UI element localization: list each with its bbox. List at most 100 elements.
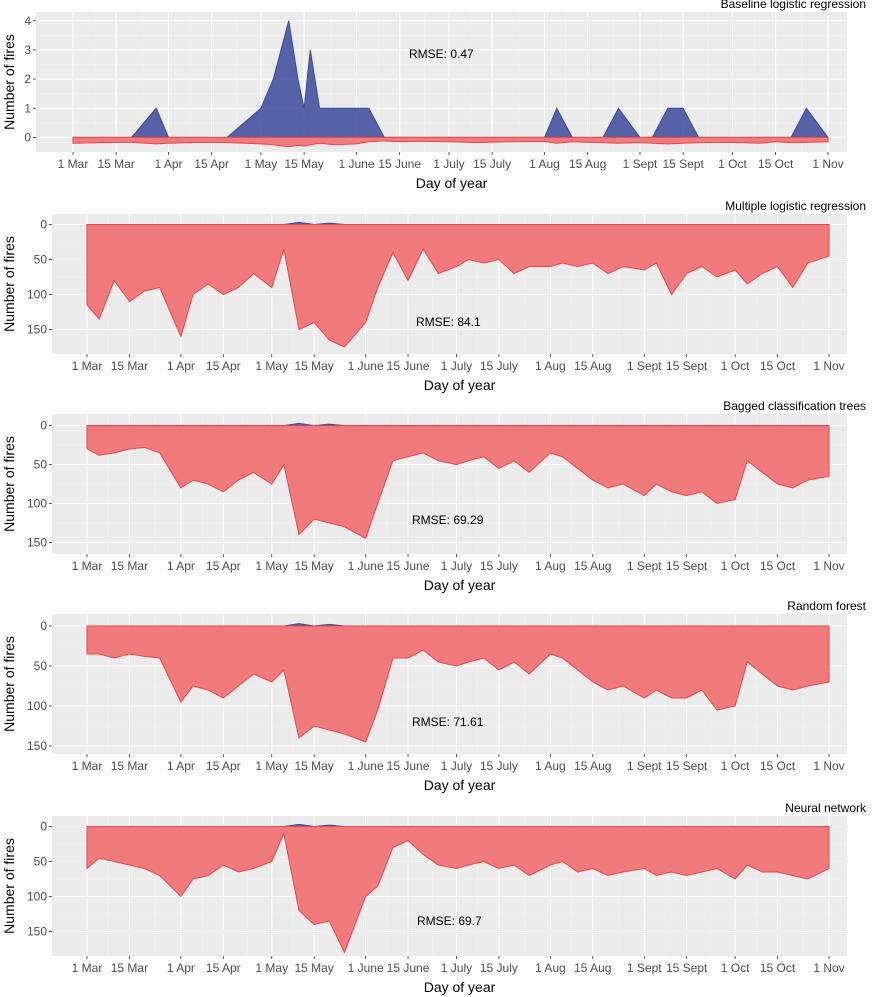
x-tick-label: 15 Oct [760, 759, 796, 773]
x-tick-label: 15 June [387, 359, 430, 373]
x-tick-label: 1 Mar [72, 559, 103, 573]
x-tick-label: 1 Sept [627, 359, 662, 373]
x-tick-label: 15 July [473, 157, 511, 171]
chart-panel: 0 50 100 150 1 Mar 15 Mar 1 Apr 15 Apr 1 May 15 M… [1, 599, 867, 793]
x-tick-label: 1 May [255, 759, 288, 773]
x-tick-label: 1 June [348, 961, 384, 975]
x-tick-label: 15 Aug [569, 157, 606, 171]
y-tick-label: 150 [27, 925, 47, 939]
x-tick-label: 15 Sept [666, 961, 708, 975]
x-tick-label: 15 June [387, 559, 430, 573]
rmse-annotation: RMSE: 84.1 [416, 315, 481, 329]
x-tick-label: 1 July [441, 759, 472, 773]
x-tick-label: 1 Apr [167, 359, 195, 373]
y-tick-label: 50 [34, 855, 48, 869]
predicted-area [86, 625, 830, 743]
x-tick-label: 1 June [348, 559, 384, 573]
x-tick-label: 15 Mar [111, 759, 148, 773]
x-tick-label: 15 Sept [662, 157, 704, 171]
rmse-annotation: RMSE: 71.61 [412, 715, 484, 729]
x-axis-title: Day of year [424, 979, 496, 995]
x-tick-label: 15 July [480, 359, 518, 373]
x-tick-label: 15 July [480, 961, 518, 975]
x-tick-label: 15 Mar [111, 559, 148, 573]
x-tick-label: 1 June [338, 157, 374, 171]
x-tick-label: 1 Aug [535, 961, 566, 975]
chart-panel: 0 1 2 3 4 1 Mar 15 Mar 1 Apr 15 Apr 1 May 15 May 1 … [1, 0, 866, 191]
x-tick-label: 15 Apr [206, 961, 241, 975]
y-axis-title: Number of fires [1, 34, 17, 130]
chart-title: Multiple logistic regression [725, 199, 866, 213]
chart-panel: 0 50 100 150 1 Mar 15 Mar 1 Apr 15 Apr 1 May 15 M… [1, 199, 866, 393]
predicted-area [86, 425, 830, 540]
x-tick-label: 1 Mar [58, 157, 89, 171]
chart-title: Random forest [787, 599, 866, 613]
chart-title: Baseline logistic regression [721, 0, 866, 11]
y-tick-label: 100 [27, 699, 47, 713]
x-tick-label: 1 July [441, 359, 472, 373]
y-tick-label: 50 [34, 253, 48, 267]
x-tick-label: 1 Nov [813, 759, 844, 773]
x-tick-label: 15 June [387, 759, 430, 773]
rmse-annotation: RMSE: 69.7 [417, 914, 482, 928]
y-axis-title: Number of fires [1, 236, 17, 332]
rmse-annotation: RMSE: 0.47 [409, 47, 474, 61]
x-tick-label: 1 Aug [535, 559, 566, 573]
x-tick-label: 15 Oct [758, 157, 794, 171]
y-tick-label: 150 [27, 535, 47, 549]
x-tick-label: 15 May [294, 961, 333, 975]
x-tick-label: 1 Mar [72, 961, 103, 975]
x-tick-label: 1 May [255, 359, 288, 373]
x-tick-label: 1 Sept [623, 157, 658, 171]
x-tick-label: 1 Apr [167, 559, 195, 573]
x-tick-label: 15 Apr [206, 359, 241, 373]
predicted-area [86, 224, 830, 348]
y-tick-label: 0 [40, 218, 47, 232]
x-tick-label: 1 Oct [721, 359, 750, 373]
x-tick-label: 15 Mar [111, 359, 148, 373]
x-tick-label: 15 July [480, 559, 518, 573]
x-tick-label: 15 Aug [574, 759, 611, 773]
x-tick-label: 1 May [255, 961, 288, 975]
x-tick-label: 1 June [348, 359, 384, 373]
x-tick-label: 15 Sept [666, 359, 708, 373]
x-axis-title: Day of year [416, 175, 488, 191]
x-tick-label: 1 Aug [535, 359, 566, 373]
x-tick-label: 1 Sept [627, 961, 662, 975]
y-tick-label: 100 [27, 890, 47, 904]
x-tick-label: 15 Mar [97, 157, 134, 171]
x-tick-label: 1 Nov [812, 157, 843, 171]
x-tick-label: 1 Apr [167, 961, 195, 975]
x-tick-label: 1 June [348, 759, 384, 773]
x-tick-label: 1 Oct [718, 157, 747, 171]
y-tick-label: 100 [27, 288, 47, 302]
y-tick-label: 0 [40, 419, 47, 433]
x-tick-label: 1 Nov [813, 559, 844, 573]
x-tick-label: 15 Aug [574, 559, 611, 573]
y-tick-label: 0 [40, 619, 47, 633]
x-tick-label: 1 Apr [167, 759, 195, 773]
x-tick-label: 1 Sept [627, 559, 662, 573]
chart-panel: 0 50 100 150 1 Mar 15 Mar 1 Apr 15 Apr 1 May 15 M… [1, 801, 867, 995]
x-tick-label: 1 July [441, 559, 472, 573]
predicted-area [86, 826, 830, 954]
x-tick-label: 15 Aug [574, 359, 611, 373]
y-tick-label: 50 [34, 458, 48, 472]
x-tick-label: 15 May [284, 157, 323, 171]
y-tick-label: 50 [34, 659, 48, 673]
x-tick-label: 1 Aug [529, 157, 560, 171]
y-tick-label: 150 [27, 739, 47, 753]
x-tick-label: 1 Mar [72, 759, 103, 773]
x-tick-label: 1 Aug [535, 759, 566, 773]
y-tick-label: 0 [24, 130, 31, 144]
x-axis-title: Day of year [424, 377, 496, 393]
rmse-annotation: RMSE: 69.29 [412, 513, 484, 527]
x-tick-label: 1 Nov [813, 961, 844, 975]
x-tick-label: 1 Oct [721, 759, 750, 773]
y-tick-label: 4 [24, 14, 31, 28]
x-tick-label: 15 May [294, 359, 333, 373]
y-tick-label: 2 [24, 72, 31, 86]
x-tick-label: 15 Mar [111, 961, 148, 975]
y-tick-label: 150 [27, 323, 47, 337]
